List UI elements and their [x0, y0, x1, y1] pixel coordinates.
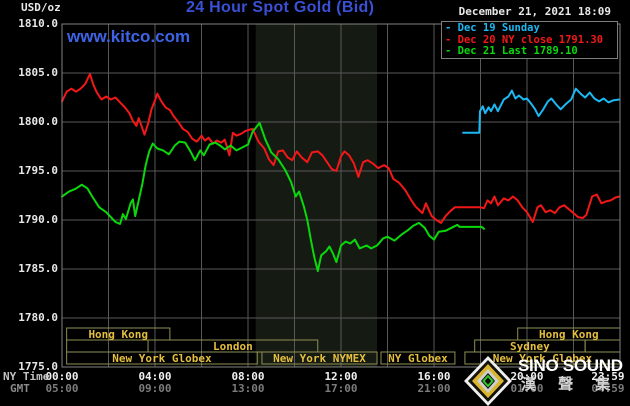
legend-item: - Dec 19 Sunday [445, 22, 540, 34]
session-label-ny-globex: NY Globex [388, 352, 448, 365]
kitco-watermark-link[interactable]: www.kitco.com [67, 27, 191, 46]
ny-tick-label: 12:00 [324, 370, 358, 383]
ny-tick-label: 04:00 [138, 370, 172, 383]
nymex-session-band [255, 24, 378, 367]
legend-item: - Dec 21 Last 1789.10 [445, 45, 578, 57]
ny-tick-label: 20:00 [510, 370, 544, 383]
y-tick-label: 1780.0 [18, 311, 58, 324]
gmt-tick-label: 13:00 [231, 382, 265, 395]
y-tick-label: 1785.0 [18, 262, 58, 275]
session-label-sydney: Sydney [510, 340, 550, 353]
ny-tick-label: 23:59 [591, 370, 625, 383]
session-box [584, 339, 621, 353]
y-tick-label: 1790.0 [18, 213, 58, 226]
session-box [380, 351, 456, 365]
sino-sound-chinese-name: 漢 聲 集 團 [521, 376, 620, 393]
legend-item: - Dec 20 NY close 1791.30 [445, 33, 604, 46]
y-tick-label: 1800.0 [18, 115, 58, 128]
session-box [261, 351, 378, 365]
sino-sound-wordmark: SINO SOUND [518, 356, 623, 375]
session-label-new-york-nymex: New York NYMEX [273, 352, 366, 365]
series-line-dec-19-sunday [462, 87, 621, 134]
y-tick-label: 1805.0 [18, 66, 58, 79]
session-label-london: London [213, 340, 253, 353]
session-label-new-york-globex: New York Globex [492, 352, 593, 365]
ny-tick-label: 08:00 [231, 370, 265, 383]
gmt-tick-label: 17:00 [324, 382, 358, 395]
gmt-tick-label: 09:00 [138, 382, 172, 395]
series-line-dec-20 [61, 73, 621, 224]
chart-title: 24 Hour Spot Gold (Bid) [186, 0, 375, 16]
y-tick-label: 1795.0 [18, 164, 58, 177]
session-box [66, 351, 258, 365]
session-label-new-york-globex: New York Globex [112, 352, 212, 365]
y-tick-label: 1810.0 [18, 17, 58, 30]
ny-time-axis-label: NY Time [3, 370, 50, 383]
sino-sound-logo-icon [464, 356, 512, 406]
legend: - Dec 19 Sunday - Dec 20 NY close 1791.30… [441, 21, 618, 59]
gmt-axis-label: GMT [10, 382, 30, 395]
y-tick-label: 1775.0 [18, 360, 58, 373]
gmt-tick-label: 01:00 [510, 382, 544, 395]
gmt-tick-label: 05:00 [45, 382, 79, 395]
session-box [66, 339, 149, 353]
series-line-dec-21 [61, 122, 485, 272]
plot-frame [61, 23, 621, 368]
y-axis-unit-label: USD/oz [21, 1, 61, 14]
session-label-hong-kong: Hong Kong [88, 328, 149, 341]
datetime-label: December 21, 2021 18:09 [458, 5, 611, 18]
gmt-tick-label: 21:00 [417, 382, 451, 395]
ny-tick-label: 16:00 [417, 370, 451, 383]
ny-tick-label: 00:00 [45, 370, 79, 383]
gmt-tick-label: 04:59 [591, 382, 625, 395]
session-label-hong-kong: Hong Kong [539, 328, 599, 341]
